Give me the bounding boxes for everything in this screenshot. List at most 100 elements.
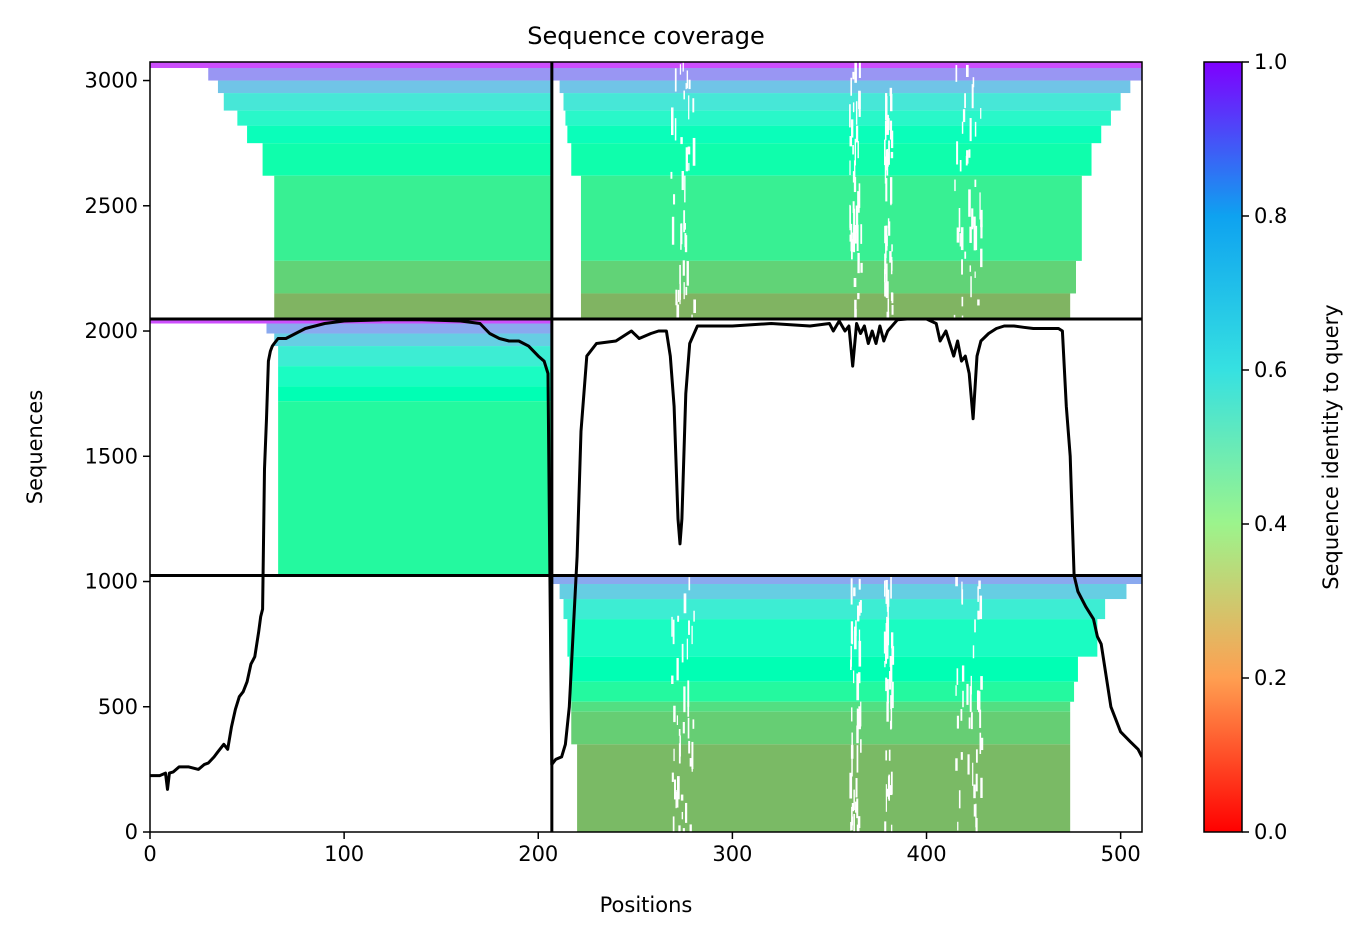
- coverage-gap: [688, 577, 691, 591]
- coverage-gap: [854, 299, 857, 322]
- coverage-gap: [855, 778, 858, 798]
- heatmap-band: [571, 681, 1075, 702]
- coverage-gap: [888, 774, 890, 801]
- heatmap-band: [208, 68, 552, 81]
- coverage-gap: [670, 171, 673, 179]
- coverage-gap: [684, 802, 688, 823]
- coverage-gap: [850, 645, 852, 667]
- heatmap-block-chain-2-vs-chain-2: [551, 62, 1142, 331]
- colorbar-tick-label: 0.8: [1254, 204, 1287, 228]
- x-tick-label: 500: [1101, 842, 1141, 866]
- heatmap-band: [262, 143, 552, 176]
- coverage-gap: [885, 272, 888, 298]
- heatmap-band: [565, 110, 1111, 126]
- coverage-gap: [970, 675, 972, 695]
- heatmap-band: [567, 125, 1102, 144]
- colorbar-gradient: [1203, 61, 1243, 833]
- coverage-gap: [692, 98, 695, 113]
- coverage-gap: [674, 779, 676, 800]
- coverage-gap: [850, 223, 853, 252]
- coverage-gap: [979, 732, 982, 754]
- coverage-gap: [686, 261, 689, 286]
- coverage-gap: [851, 752, 853, 777]
- coverage-gap: [888, 221, 891, 236]
- coverage-gap: [886, 311, 890, 320]
- y-tick-label: 1000: [85, 570, 138, 594]
- heatmap-band: [571, 701, 1071, 712]
- coverage-gap: [969, 265, 972, 272]
- colorbar-tick-label: 0.0: [1254, 820, 1287, 844]
- coverage-gap: [853, 587, 856, 597]
- coverage-gap: [684, 223, 686, 230]
- heatmap-band: [569, 656, 1078, 682]
- coverage-gap: [884, 120, 887, 141]
- coverage-gap: [974, 121, 977, 137]
- coverage-gap: [980, 248, 983, 268]
- coverage-gap: [858, 629, 861, 652]
- coverage-gap: [965, 64, 969, 78]
- coverage-gap: [980, 737, 984, 751]
- coverage-gap: [962, 109, 966, 123]
- coverage-gap: [855, 101, 858, 125]
- coverage-gap: [884, 821, 887, 832]
- coverage-gap: [857, 252, 860, 274]
- coverage-gap: [852, 102, 855, 113]
- coverage-gap: [859, 600, 862, 613]
- coverage-gap: [858, 672, 861, 684]
- coverage-gap: [853, 160, 856, 182]
- coverage-gap: [890, 662, 893, 683]
- x-axis: 0 100 200 300 400 500: [143, 832, 1141, 866]
- coverage-gap: [678, 825, 681, 832]
- coverage-gap: [687, 680, 690, 707]
- coverage-gap: [970, 276, 972, 298]
- heatmap-band: [571, 143, 1092, 176]
- coverage-gap: [975, 773, 978, 792]
- coverage-gap: [858, 601, 861, 616]
- coverage-gap: [885, 231, 887, 259]
- plot-area: [149, 61, 1143, 833]
- coverage-gap: [681, 643, 684, 663]
- coverage-gap: [679, 290, 681, 305]
- coverage-gap: [856, 824, 860, 832]
- coverage-gap: [853, 277, 857, 288]
- coverage-gap: [850, 821, 852, 831]
- coverage-gap: [849, 234, 852, 242]
- heatmap-band: [551, 62, 1142, 69]
- coverage-gap: [860, 701, 862, 727]
- coverage-gap: [858, 578, 861, 590]
- coverage-gap: [887, 218, 890, 229]
- heatmap-band: [274, 293, 552, 320]
- coverage-gap: [680, 794, 684, 801]
- heatmap-band: [274, 333, 552, 347]
- coverage-gap: [673, 705, 676, 723]
- y-tick-label: 1500: [85, 444, 138, 468]
- coverage-gap: [849, 204, 851, 228]
- coverage-gap: [889, 671, 892, 690]
- heatmap-band: [223, 93, 552, 111]
- coverage-gap: [693, 299, 697, 314]
- coverage-gap: [849, 136, 853, 147]
- heatmap-band: [571, 711, 1071, 745]
- coverage-gap: [856, 725, 859, 744]
- coverage-gap: [688, 740, 691, 754]
- coverage-gap: [884, 580, 886, 597]
- coverage-gap: [969, 118, 972, 142]
- coverage-gap: [956, 715, 959, 729]
- coverage-gap: [691, 314, 693, 331]
- heatmap-band: [551, 68, 1142, 81]
- coverage-gap: [679, 64, 682, 75]
- heatmap-layer: [150, 62, 1142, 832]
- coverage-gap: [856, 224, 859, 252]
- coverage-gap: [886, 638, 889, 659]
- coverage-gap: [889, 251, 892, 263]
- coverage-gap: [857, 605, 860, 622]
- coverage-gap: [891, 244, 893, 252]
- heatmap-band: [278, 366, 552, 387]
- coverage-gap: [890, 151, 894, 159]
- coverage-gap: [955, 758, 958, 771]
- coverage-gap: [682, 828, 685, 832]
- coverage-gap: [685, 147, 688, 172]
- coverage-gap: [957, 821, 959, 831]
- heatmap-band: [247, 125, 552, 144]
- coverage-gap: [970, 704, 972, 712]
